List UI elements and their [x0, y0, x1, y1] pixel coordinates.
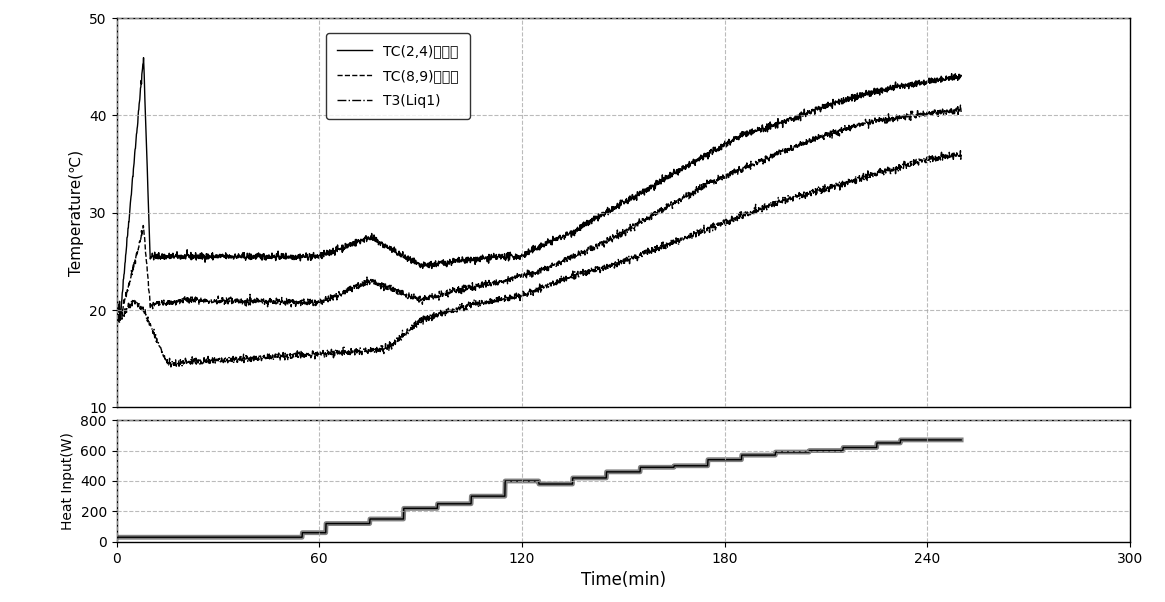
T3(Liq1) — [127, 296, 141, 303]
T3(Liq1) — [864, 172, 878, 179]
Line: T3(Liq1): T3(Liq1) — [116, 150, 961, 367]
T3(Liq1) — [832, 182, 846, 189]
TC(8,9)평균값 — [110, 315, 123, 323]
TC(8,9)평균값 — [954, 108, 968, 116]
Y-axis label: Heat Input(W): Heat Input(W) — [61, 432, 75, 530]
Line: TC(2,4)평균값: TC(2,4)평균값 — [116, 58, 961, 321]
TC(8,9)평균값 — [864, 120, 878, 128]
TC(8,9)평균값 — [581, 244, 595, 252]
TC(2,4)평균값 — [113, 317, 127, 324]
TC(2,4)평균값 — [581, 222, 595, 229]
X-axis label: Time(min): Time(min) — [580, 571, 666, 589]
T3(Liq1) — [437, 308, 451, 315]
T3(Liq1) — [954, 151, 968, 158]
Line: TC(8,9)평균값: TC(8,9)평균값 — [116, 105, 961, 322]
TC(2,4)평균값 — [833, 101, 847, 108]
TC(8,9)평균값 — [832, 131, 846, 138]
T3(Liq1) — [953, 147, 967, 154]
TC(2,4)평균값 — [136, 54, 150, 61]
TC(2,4)평균값 — [127, 160, 141, 167]
T3(Liq1) — [164, 364, 178, 371]
T3(Liq1) — [110, 317, 123, 324]
TC(2,4)평균값 — [864, 87, 878, 95]
TC(2,4)평균값 — [438, 260, 452, 267]
TC(2,4)평균값 — [110, 315, 123, 323]
TC(8,9)평균값 — [798, 139, 812, 146]
TC(8,9)평균값 — [953, 102, 967, 109]
TC(8,9)평균값 — [437, 290, 451, 297]
Legend: TC(2,4)평균값, TC(8,9)평균값, T3(Liq1): TC(2,4)평균값, TC(8,9)평균값, T3(Liq1) — [326, 33, 469, 119]
TC(8,9)평균값 — [127, 258, 141, 265]
T3(Liq1) — [798, 194, 812, 201]
T3(Liq1) — [581, 267, 595, 274]
Y-axis label: Temperature(℃): Temperature(℃) — [69, 150, 84, 276]
TC(8,9)평균값 — [112, 318, 126, 326]
TC(2,4)평균값 — [954, 72, 968, 79]
TC(2,4)평균값 — [798, 111, 812, 118]
